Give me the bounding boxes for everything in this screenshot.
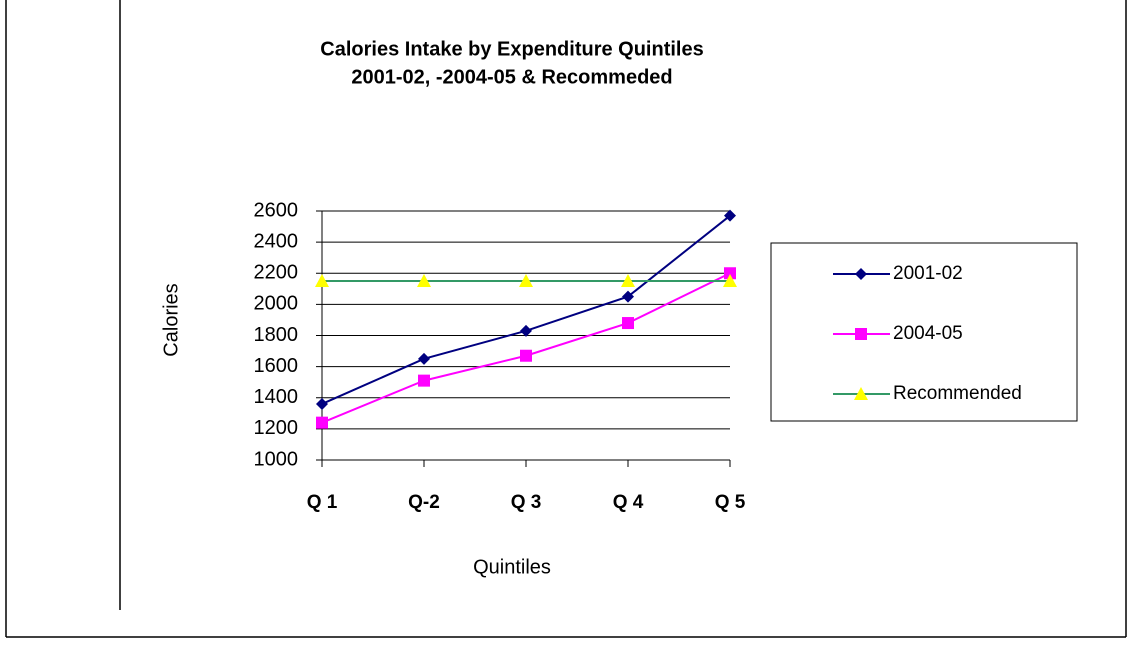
marker: [622, 317, 634, 330]
marker: [520, 324, 532, 337]
marker: [417, 274, 431, 288]
x-tick-label: Q 4: [613, 492, 644, 513]
x-tick-label: Q 5: [715, 492, 746, 513]
x-tick-label: Q 1: [307, 492, 338, 513]
y-axis-label: Calories: [160, 283, 182, 356]
marker: [315, 274, 329, 288]
legend-label: 2004-05: [893, 323, 963, 344]
y-tick-label: 1000: [254, 448, 299, 470]
x-axis-label: Quintiles: [473, 556, 551, 578]
y-tick-label: 1600: [254, 355, 299, 377]
x-tick-label: Q 3: [511, 492, 542, 513]
y-tick-label: 2000: [254, 293, 299, 315]
legend-box: [770, 242, 1078, 422]
legend-marker: [855, 268, 867, 280]
marker: [418, 352, 430, 365]
marker: [622, 290, 634, 303]
y-tick-label: 2600: [254, 199, 299, 221]
series-line: [321, 272, 731, 424]
series-line: [321, 214, 731, 405]
y-tick-label: 2200: [254, 262, 299, 284]
x-tick-label: Q-2: [408, 492, 440, 513]
marker: [520, 349, 532, 362]
legend-marker: [855, 328, 867, 340]
y-tick-label: 2400: [254, 230, 299, 252]
marker: [316, 416, 328, 429]
marker: [724, 267, 736, 280]
marker: [519, 274, 533, 288]
marker: [723, 274, 737, 288]
y-tick-label: 1800: [254, 324, 299, 346]
chart-title: Calories Intake by Expenditure Quintiles: [320, 38, 703, 60]
marker: [724, 209, 736, 222]
legend-label: Recommended: [893, 383, 1022, 404]
marker: [621, 274, 635, 288]
chart-subtitle: 2001-02, -2004-05 & Recommeded: [351, 66, 672, 88]
y-tick-label: 1200: [254, 417, 299, 439]
marker: [418, 374, 430, 387]
legend-marker: [854, 387, 868, 400]
marker: [316, 397, 328, 410]
y-tick-label: 1400: [254, 386, 299, 408]
legend-label: 2001-02: [893, 263, 963, 284]
